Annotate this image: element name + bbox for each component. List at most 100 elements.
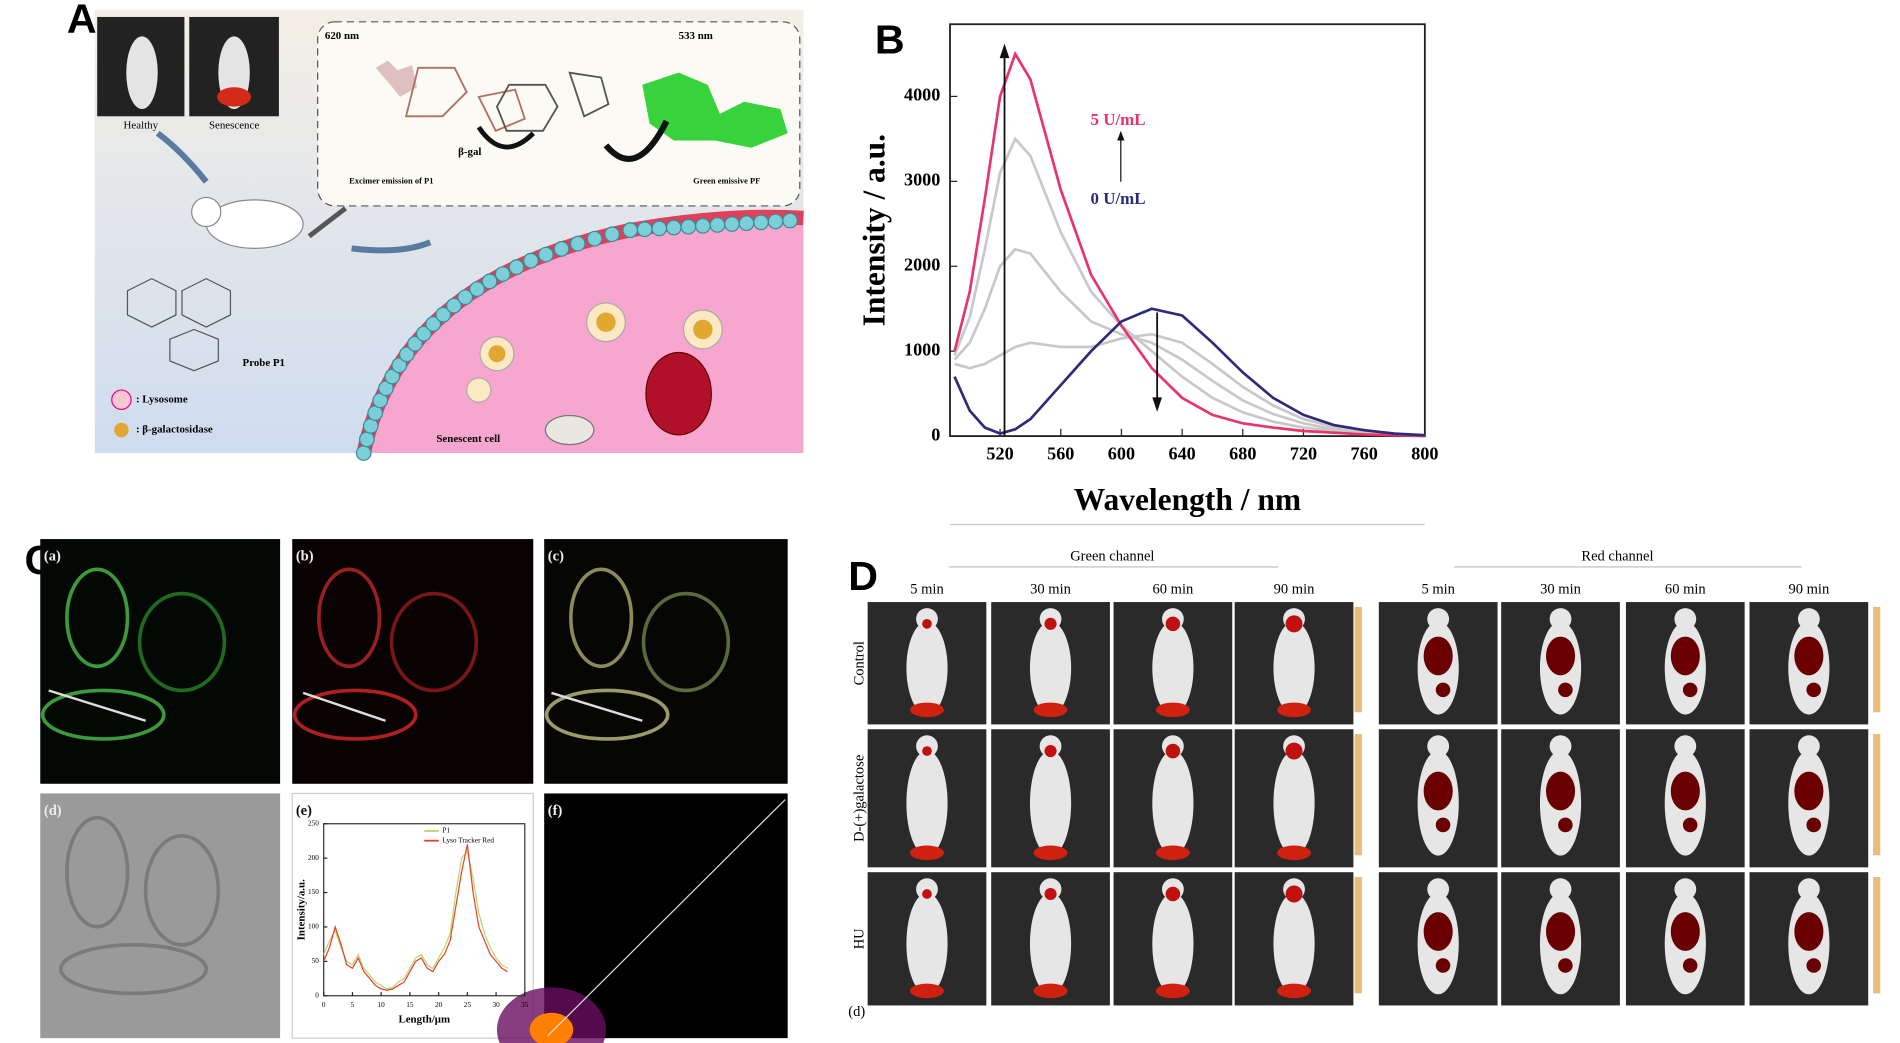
y-tick-label: 150: [308, 888, 319, 896]
mouse-icon: [191, 196, 222, 228]
signal: [1277, 983, 1311, 999]
signal: [1033, 983, 1068, 999]
membrane-bead: [362, 418, 379, 434]
color-scale: [1354, 734, 1362, 856]
mouse-head: [1549, 878, 1572, 901]
series-line: [323, 844, 508, 991]
flow-arrow: [155, 130, 209, 184]
legend-icon: [111, 389, 132, 411]
signal: [1285, 742, 1303, 760]
signal: [922, 746, 932, 756]
membrane-bead: [738, 215, 755, 232]
series-line: [953, 136, 1425, 438]
mouse-head: [916, 608, 938, 630]
annotation: β-gal: [458, 146, 481, 158]
regression-line: [547, 799, 786, 1037]
membrane-bead: [457, 289, 474, 306]
membrane-bead: [415, 325, 432, 342]
membrane-bead: [425, 316, 442, 332]
x-tick-label: 0: [322, 1001, 326, 1009]
mouse-head: [1549, 735, 1572, 758]
legend-text: : Lysosome: [136, 393, 188, 405]
membrane-bead: [753, 214, 769, 231]
header: Red channel: [1581, 549, 1653, 565]
annotation: Healthy: [124, 119, 159, 131]
colocalization-cloud: [529, 1012, 574, 1043]
signal: [1155, 983, 1190, 999]
signal: [1806, 817, 1821, 833]
panel-label: D: [848, 553, 878, 599]
x-tick-label: 35: [521, 1001, 529, 1009]
membrane-bead: [523, 252, 539, 269]
signal: [910, 702, 944, 718]
mouse-head: [1797, 878, 1820, 901]
signal: [1682, 817, 1698, 833]
line-profile: [551, 691, 643, 722]
color-scale: [1354, 606, 1362, 713]
membrane-bead: [695, 217, 711, 234]
cell-outlines: [40, 567, 731, 996]
annotation: Senescent cell: [436, 433, 500, 445]
signal: [1033, 845, 1068, 861]
membrane-bead: [407, 335, 423, 352]
signal: [1155, 845, 1190, 861]
signal: [1423, 771, 1453, 811]
syringe: [307, 206, 347, 239]
subpanel-label: (d): [44, 803, 62, 819]
reaction-arrow: [603, 119, 670, 162]
x-tick-label: 640: [1169, 444, 1196, 464]
mouse-head: [1674, 878, 1697, 901]
probe-p1-structure: [169, 328, 219, 372]
signal: [910, 983, 944, 999]
series-label: 5 U/mL: [1091, 110, 1146, 129]
mouse-body: [1152, 893, 1194, 995]
series-line: [954, 332, 1425, 437]
mouse-body: [1152, 750, 1194, 856]
color-scale: [1354, 877, 1362, 994]
subpanel-label: (f): [548, 803, 563, 819]
y-tick-label: 200: [308, 854, 319, 862]
y-tick-label: 100: [308, 923, 319, 931]
series-line: [323, 849, 508, 990]
signal: [1277, 845, 1311, 861]
signal: [1435, 817, 1451, 833]
signal: [1806, 682, 1821, 698]
signal: [1558, 682, 1573, 698]
membrane-bead: [553, 241, 570, 257]
membrane-bead: [398, 346, 415, 363]
membrane-bead: [724, 216, 740, 232]
signal: [910, 845, 944, 861]
y-axis-title: Intensity / a.u.: [857, 134, 892, 326]
y-tick-label: 0: [931, 424, 940, 444]
x-tick-label: 520: [986, 444, 1013, 464]
subpanel-label: (e): [296, 803, 312, 819]
signal: [1794, 912, 1824, 951]
signal: [1423, 636, 1453, 676]
micrograph: [544, 539, 788, 784]
x-axis-title: Length/μm: [398, 1013, 450, 1025]
membrane-bead: [665, 219, 682, 236]
y-tick-label: 4000: [904, 85, 940, 105]
membrane-bead: [494, 266, 511, 282]
y-axis-title: Intensity/a.u.: [295, 879, 307, 940]
membrane-bead: [391, 357, 408, 374]
y-tick-label: 50: [312, 957, 320, 965]
subpanel-label: (a): [44, 549, 61, 565]
x-tick-label: 20: [435, 1001, 443, 1009]
signal: [1277, 702, 1311, 718]
mouse-body: [126, 36, 158, 110]
signal: [1165, 886, 1181, 902]
annotation: 533 nm: [679, 30, 713, 42]
time-label: 60 min: [1665, 581, 1706, 597]
color-scale: [1873, 734, 1881, 856]
panel-label: B: [875, 16, 905, 62]
probe-structure: [375, 60, 417, 97]
x-tick-label: 800: [1411, 444, 1438, 464]
micrograph: [292, 539, 534, 784]
panel-b: B 520 560 600 640 680 720 760 800 0 1000 2000 3000 4…: [857, 16, 1438, 526]
time-label: 90 min: [1274, 581, 1315, 597]
signal: [1155, 702, 1190, 718]
signal: [1546, 636, 1576, 676]
